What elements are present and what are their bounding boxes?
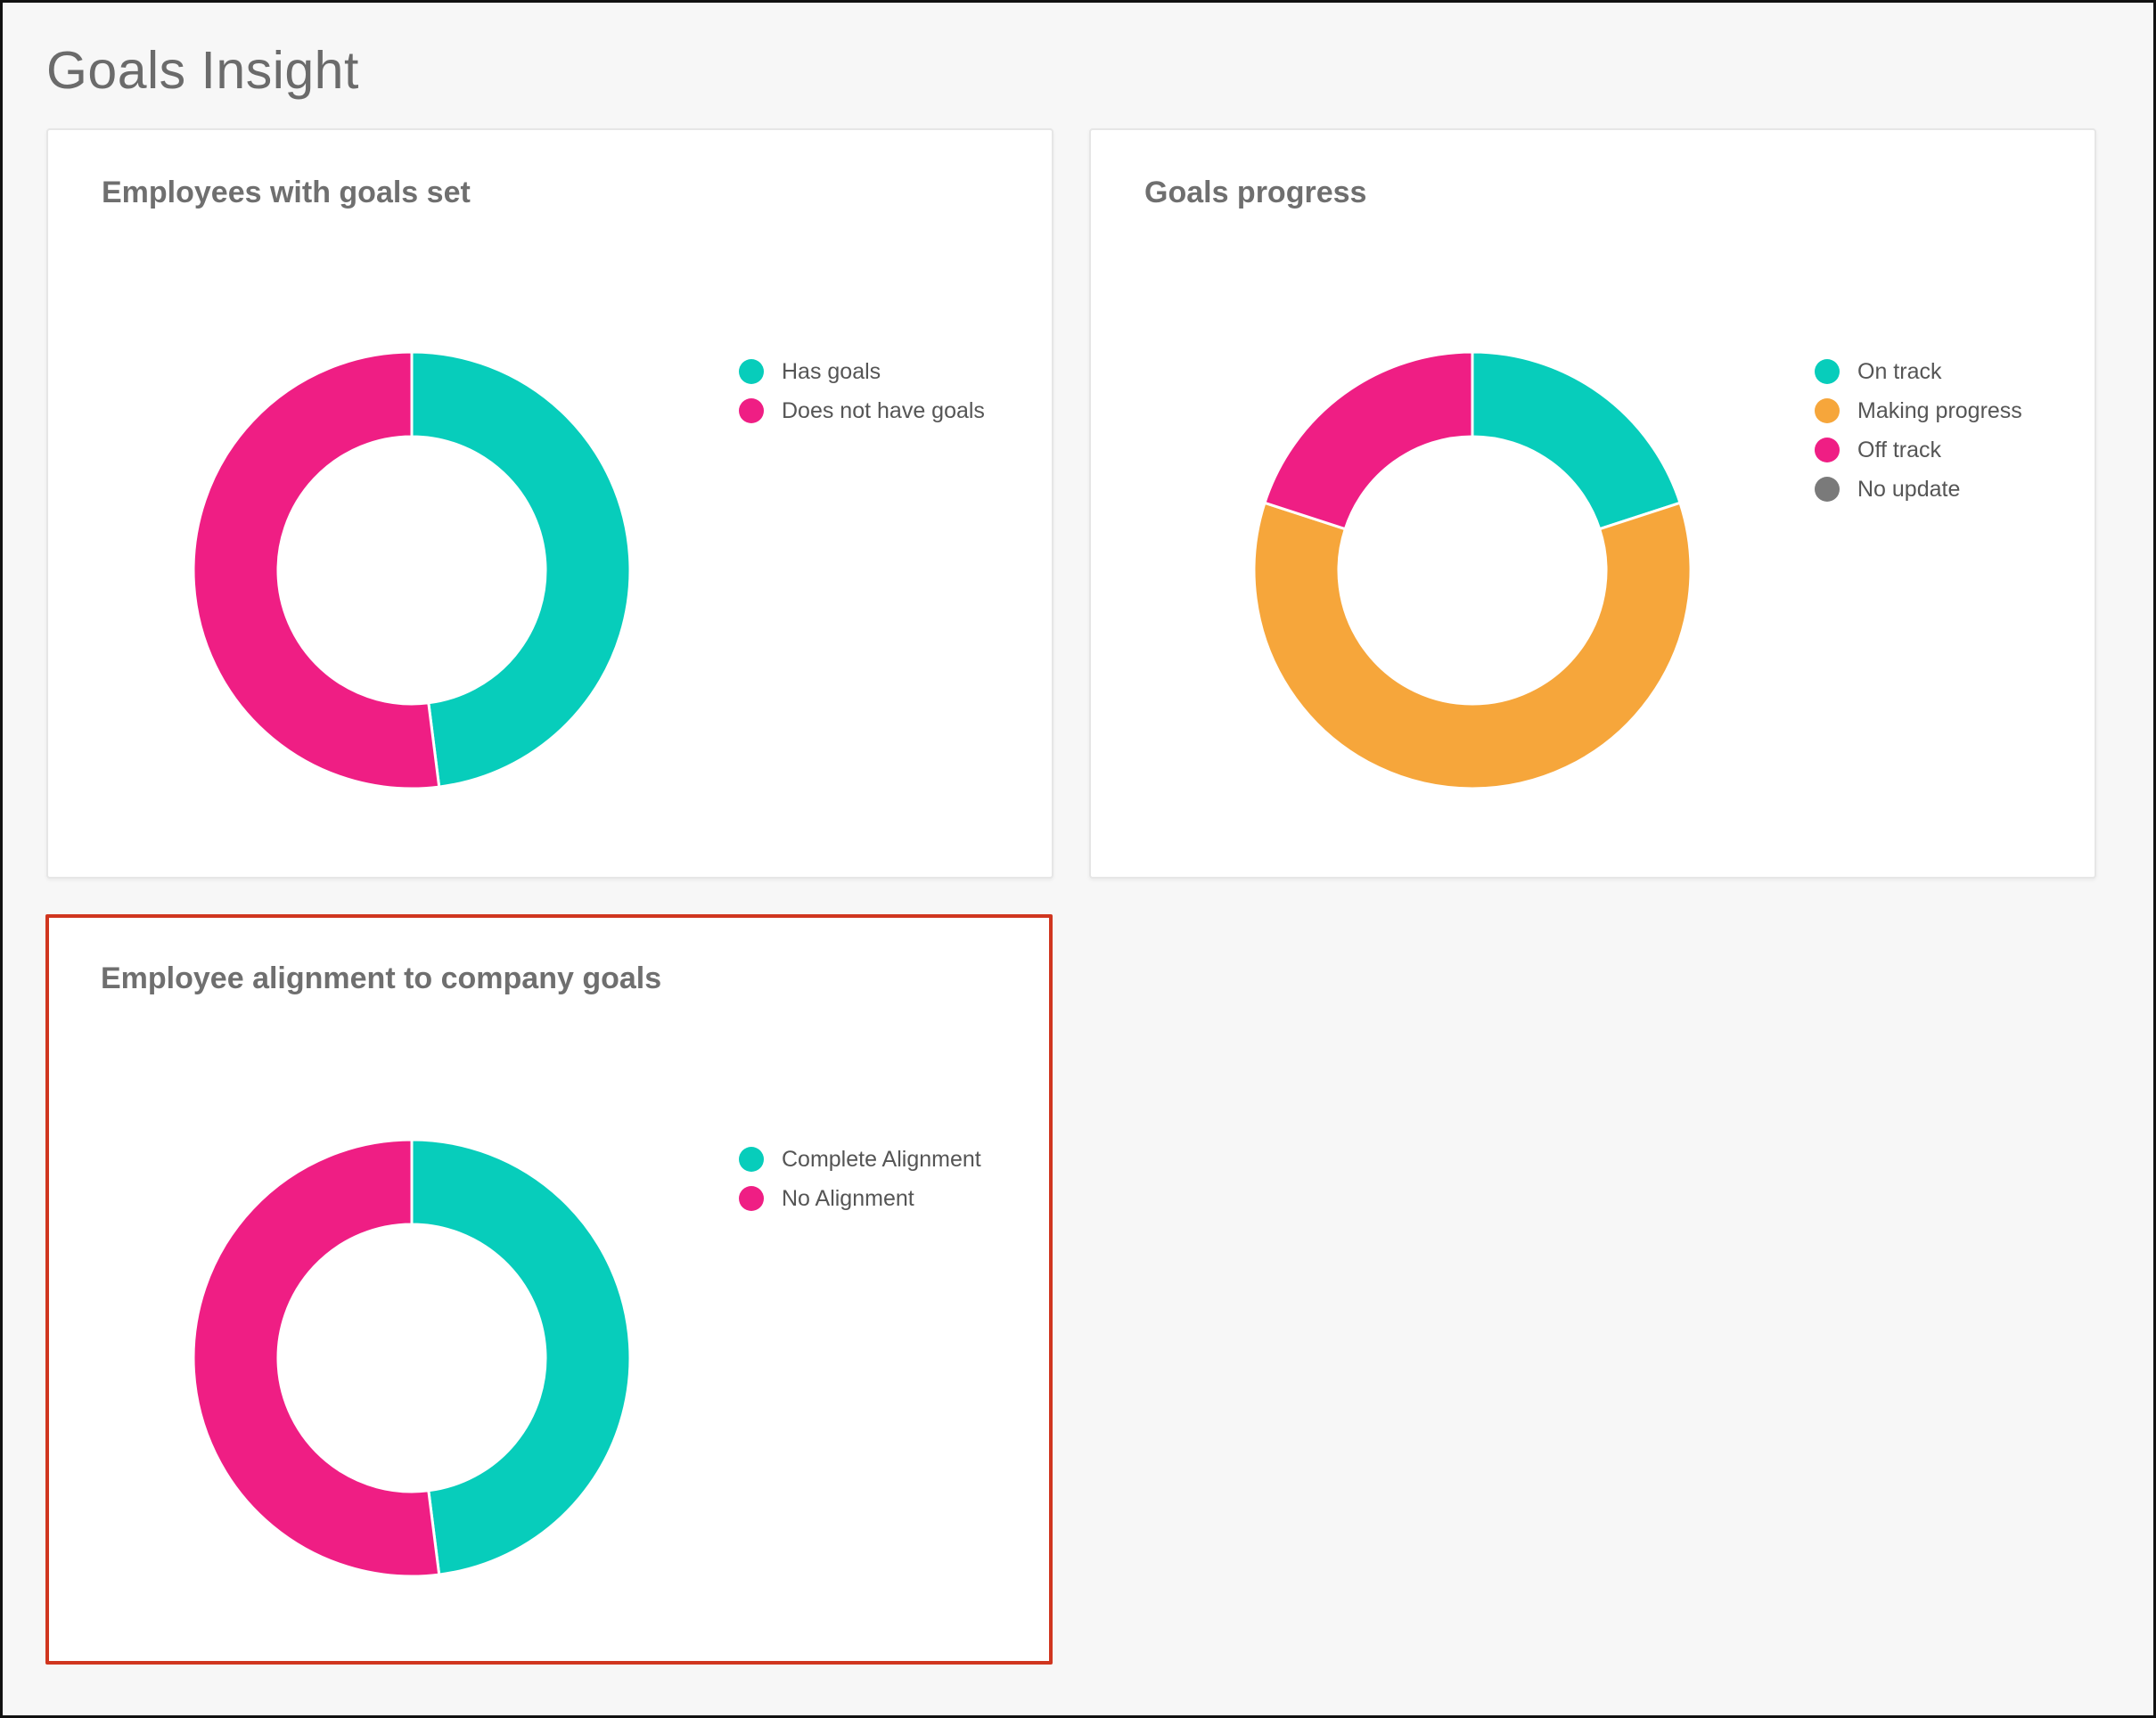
donut-slice-complete-alignment[interactable]: [410, 1138, 632, 1576]
legend-item[interactable]: Has goals: [739, 352, 985, 391]
donut-chart: [1252, 350, 1693, 790]
legend-dot-icon: [1815, 438, 1840, 462]
legend-dot-icon: [1815, 398, 1840, 423]
chart-legend: Has goals Does not have goals: [739, 352, 985, 430]
legend-label: Complete Alignment: [782, 1146, 981, 1172]
legend-dot-icon: [739, 1186, 764, 1211]
card-title: Employee alignment to company goals: [101, 961, 662, 995]
donut-slice-on-track[interactable]: [1471, 350, 1682, 531]
donut-slice-off-track[interactable]: [1263, 350, 1474, 531]
page-title: Goals Insight: [46, 41, 359, 100]
goals-progress-card: Goals progress On track Making progress Of…: [1089, 128, 2096, 879]
legend-dot-icon: [1815, 359, 1840, 384]
legend-dot-icon: [739, 398, 764, 423]
chart-legend: On track Making progress Off track No updat…: [1815, 352, 2022, 509]
donut-chart: [192, 1138, 632, 1578]
legend-item[interactable]: No Alignment: [739, 1179, 981, 1218]
legend-label: Making progress: [1857, 397, 2022, 423]
employee-alignment-card: Employee alignment to company goals Comp…: [45, 914, 1053, 1665]
donut-slice-no-alignment[interactable]: [192, 1138, 441, 1578]
legend-dot-icon: [739, 1147, 764, 1172]
legend-item[interactable]: On track: [1815, 352, 2022, 391]
legend-item[interactable]: Off track: [1815, 430, 2022, 470]
legend-item[interactable]: No update: [1815, 470, 2022, 509]
legend-label: On track: [1857, 358, 1942, 384]
legend-label: No Alignment: [782, 1185, 914, 1211]
donut-slice-does-not-have-goals[interactable]: [192, 350, 441, 790]
employees-with-goals-card: Employees with goals set Has goals Does n…: [46, 128, 1053, 879]
card-title: Goals progress: [1144, 176, 1367, 209]
legend-dot-icon: [1815, 477, 1840, 502]
legend-item[interactable]: Complete Alignment: [739, 1140, 981, 1179]
legend-dot-icon: [739, 359, 764, 384]
legend-label: Does not have goals: [782, 397, 985, 423]
legend-label: Off track: [1857, 437, 1942, 462]
legend-label: Has goals: [782, 358, 881, 384]
donut-slice-making-progress[interactable]: [1252, 501, 1693, 790]
legend-item[interactable]: Making progress: [1815, 391, 2022, 430]
donut-chart: [192, 350, 632, 790]
card-title: Employees with goals set: [102, 176, 471, 209]
legend-item[interactable]: Does not have goals: [739, 391, 985, 430]
donut-slice-has-goals[interactable]: [410, 350, 632, 789]
legend-label: No update: [1857, 476, 1961, 502]
chart-legend: Complete Alignment No Alignment: [739, 1140, 981, 1218]
